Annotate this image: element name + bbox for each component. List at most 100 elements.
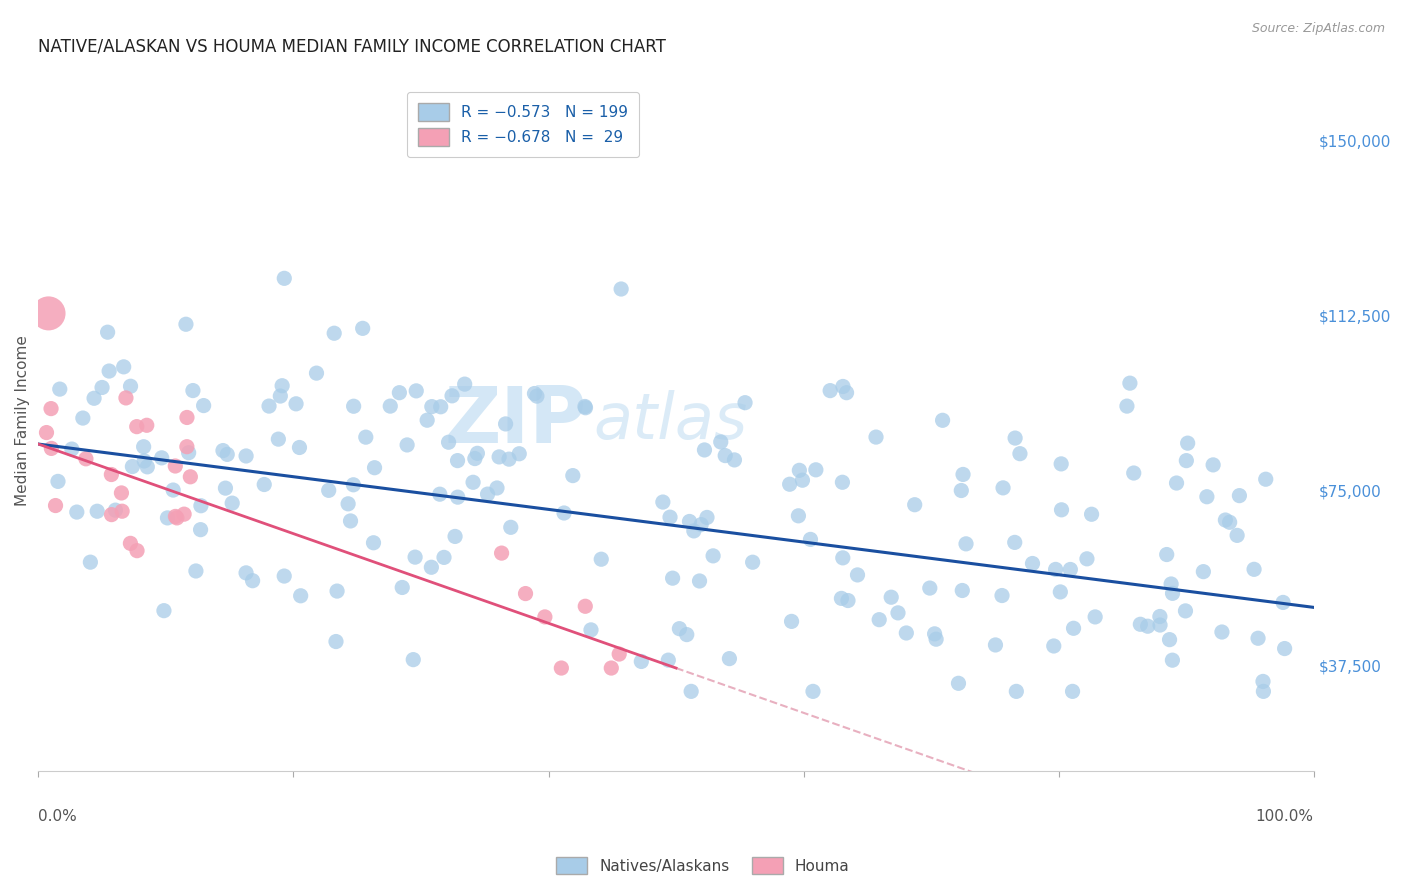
Point [352, 321, 374, 335]
Point [125, 419, 148, 434]
Point [136, 459, 159, 474]
Point [217, 447, 239, 461]
Point [221, 496, 243, 510]
Point [1192, 565, 1215, 579]
Point [1177, 436, 1199, 450]
Point [38, 306, 60, 320]
Point [111, 504, 134, 518]
Point [952, 467, 974, 482]
Point [342, 477, 364, 491]
Point [718, 651, 741, 665]
Point [1045, 562, 1067, 576]
Point [832, 379, 855, 393]
Point [887, 606, 910, 620]
Point [193, 399, 215, 413]
Point [880, 591, 903, 605]
Point [177, 446, 200, 460]
Point [402, 652, 425, 666]
Point [35, 425, 58, 440]
Point [741, 555, 763, 569]
Point [1229, 489, 1251, 503]
Point [918, 581, 941, 595]
Point [1166, 476, 1188, 491]
Point [574, 400, 596, 414]
Point [285, 397, 308, 411]
Point [991, 589, 1014, 603]
Point [818, 384, 841, 398]
Point [235, 449, 257, 463]
Point [441, 389, 464, 403]
Point [318, 483, 340, 498]
Point [269, 389, 291, 403]
Point [184, 564, 207, 578]
Point [467, 446, 489, 460]
Point [661, 571, 683, 585]
Point [337, 497, 360, 511]
Point [1274, 641, 1296, 656]
Point [257, 399, 280, 413]
Point [682, 524, 704, 538]
Point [176, 440, 198, 454]
Point [675, 627, 697, 641]
Point [696, 510, 718, 524]
Point [984, 638, 1007, 652]
Legend: R = −0.573   N = 199, R = −0.678   N =  29: R = −0.573 N = 199, R = −0.678 N = 29 [408, 93, 638, 157]
Point [179, 470, 201, 484]
Text: atlas: atlas [593, 390, 748, 451]
Point [150, 450, 173, 465]
Point [190, 499, 212, 513]
Point [693, 442, 716, 457]
Point [115, 391, 138, 405]
Point [1175, 453, 1198, 467]
Point [1160, 577, 1182, 591]
Point [176, 410, 198, 425]
Point [865, 430, 887, 444]
Point [433, 550, 456, 565]
Point [100, 467, 122, 482]
Point [75, 451, 97, 466]
Point [1050, 503, 1073, 517]
Point [60, 442, 83, 456]
Point [214, 481, 236, 495]
Point [904, 498, 927, 512]
Point [1195, 490, 1218, 504]
Point [561, 468, 583, 483]
Point [454, 377, 477, 392]
Point [1253, 684, 1275, 698]
Point [66, 505, 89, 519]
Point [955, 537, 977, 551]
Point [162, 483, 184, 497]
Point [714, 449, 737, 463]
Point [273, 569, 295, 583]
Point [1215, 513, 1237, 527]
Point [574, 599, 596, 614]
Point [396, 438, 419, 452]
Point [97, 325, 120, 339]
Point [574, 401, 596, 415]
Point [190, 523, 212, 537]
Point [495, 417, 517, 431]
Point [86, 504, 108, 518]
Point [380, 399, 402, 413]
Point [121, 459, 143, 474]
Y-axis label: Median Family Income: Median Family Income [15, 335, 30, 506]
Point [1076, 551, 1098, 566]
Point [165, 509, 187, 524]
Point [166, 511, 188, 525]
Point [1084, 610, 1107, 624]
Point [132, 440, 155, 454]
Point [1004, 535, 1026, 549]
Point [1251, 674, 1274, 689]
Point [710, 434, 733, 449]
Point [120, 536, 142, 550]
Point [896, 626, 918, 640]
Point [550, 661, 572, 675]
Point [79, 555, 101, 569]
Point [799, 533, 821, 547]
Point [868, 613, 890, 627]
Point [485, 481, 508, 495]
Point [1149, 618, 1171, 632]
Point [444, 529, 467, 543]
Point [446, 453, 468, 467]
Point [1042, 639, 1064, 653]
